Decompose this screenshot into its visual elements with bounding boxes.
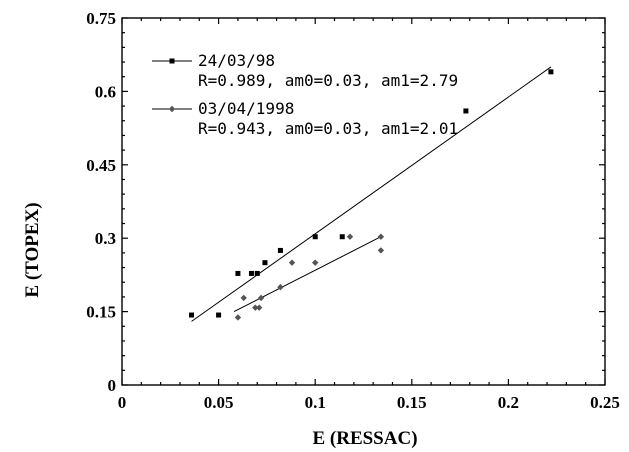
- x-tick-label: 0.25: [590, 393, 620, 412]
- data-point-series-2: [255, 304, 263, 311]
- fit-line-series-1: [191, 66, 552, 322]
- legend-marker-series-1: [169, 58, 175, 64]
- axes-layer: 0 0.05 0.1 0.15 0.2 0.25 0 0.15 0.3 0.45 0.6 0.75: [86, 9, 620, 412]
- fit-line-series-2: [233, 236, 382, 313]
- y-tick-label: 0.15: [86, 303, 116, 322]
- data-point-series-1: [262, 260, 268, 266]
- x-tick-label: 0.05: [204, 393, 234, 412]
- data-point-series-2: [377, 233, 385, 240]
- legend-stats-series-2: R=0.943, am0=0.03, am1=2.01: [198, 119, 458, 138]
- data-point-series-1: [235, 270, 241, 276]
- plot-frame: [121, 17, 606, 386]
- data-point-series-2: [252, 304, 259, 311]
- legend-label-series-2: 03/04/1998: [198, 99, 294, 118]
- x-tick-label: 0.15: [397, 393, 427, 412]
- data-points: [189, 69, 554, 321]
- data-point-series-2: [257, 294, 265, 302]
- y-tick-label: 0.45: [86, 156, 116, 175]
- data-point-series-1: [548, 69, 554, 75]
- data-point-series-1: [312, 234, 318, 240]
- data-point-series-2: [312, 259, 319, 266]
- y-tick-label: 0.75: [86, 9, 116, 28]
- x-tick-label: 0.2: [498, 393, 519, 412]
- data-point-series-1: [277, 247, 283, 253]
- y-axis-title: E (TOPEX): [22, 202, 43, 297]
- y-tick-label: 0.6: [95, 82, 116, 101]
- data-point-series-1: [248, 270, 254, 276]
- legend-stats-series-1: R=0.989, am0=0.03, am1=2.79: [198, 71, 458, 90]
- data-point-series-2: [234, 314, 242, 321]
- data-point-series-1: [339, 234, 345, 240]
- data-point-series-2: [277, 283, 284, 291]
- data-point-series-2: [377, 247, 385, 254]
- legend-label-series-1: 24/03/98: [198, 51, 275, 70]
- y-tick-label: 0.3: [95, 229, 116, 248]
- y-tick-label: 0: [108, 376, 117, 395]
- data-point-series-1: [189, 312, 195, 318]
- data-point-series-1: [216, 312, 222, 318]
- data-point-series-2: [240, 294, 247, 302]
- x-tick-label: 0: [118, 393, 127, 412]
- data-point-series-2: [288, 259, 296, 266]
- fit-lines: [191, 66, 552, 322]
- data-point-series-1: [254, 270, 260, 276]
- legend-marker-series-2: [168, 105, 176, 113]
- x-tick-label: 0.1: [305, 393, 326, 412]
- legend: 24/03/98R=0.989, am0=0.03, am1=2.79 03/04…: [152, 51, 458, 138]
- x-axis-title: E (RESSAC): [312, 428, 417, 449]
- data-point-series-2: [346, 233, 354, 240]
- data-point-series-1: [463, 108, 469, 114]
